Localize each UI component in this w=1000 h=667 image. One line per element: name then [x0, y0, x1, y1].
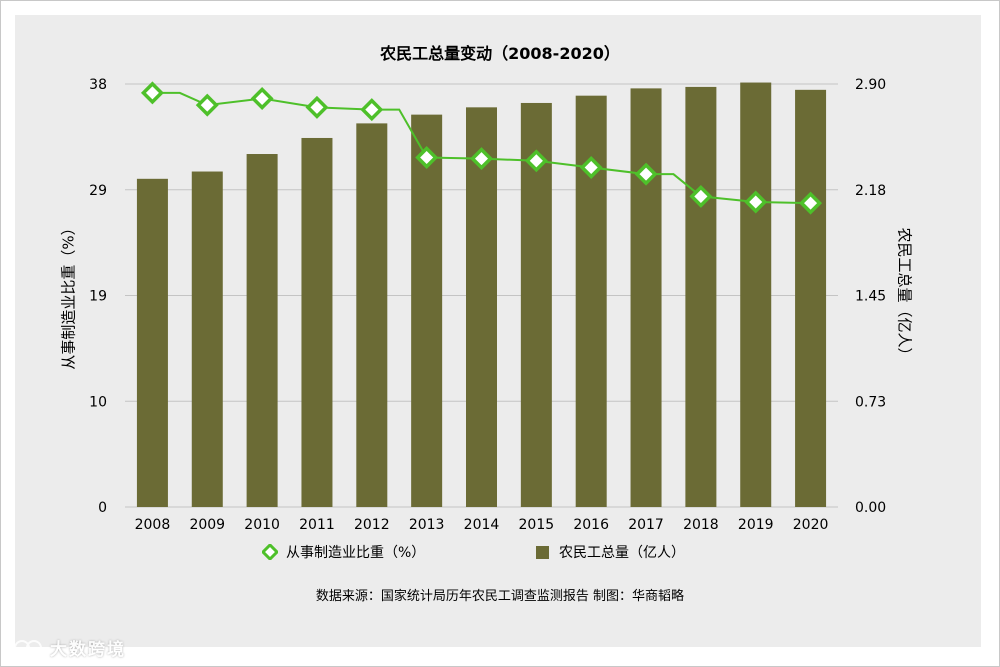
- bar: [685, 86, 717, 508]
- x-tick-label: 2013: [409, 517, 445, 533]
- line-point: [799, 191, 823, 215]
- x-tick-label: 2019: [738, 517, 774, 533]
- line-point: [195, 93, 219, 117]
- line-point: [634, 162, 658, 186]
- y-right-tick-label: 2.90: [855, 77, 886, 93]
- diamond-marker-icon: [262, 544, 278, 560]
- chart-title: 农民工总量变动（2008-2020）: [380, 44, 620, 63]
- source-note: 数据来源：国家统计局历年农民工调查监测报告 制图：华商韬略: [315, 589, 685, 604]
- watermark-logo-icon: [14, 639, 42, 656]
- x-tick-label: 2018: [683, 517, 719, 533]
- x-tick-label: 2011: [299, 517, 335, 533]
- x-tick-label: 2010: [244, 517, 280, 533]
- bar-swatch-icon: [536, 545, 549, 559]
- y-right-tick-label: 0.73: [855, 394, 886, 410]
- bar: [356, 123, 388, 508]
- x-tick-label: 2009: [189, 517, 225, 533]
- y-left-tick-label: 0: [98, 500, 107, 516]
- legend-bar-label: 农民工总量（亿人）: [559, 545, 685, 561]
- y-right-tick-label: 1.45: [855, 289, 886, 305]
- line-point: [744, 190, 768, 214]
- y-axis-right-label: 农民工总量（亿人）: [895, 227, 914, 363]
- watermark-text: 大数跨境: [50, 640, 126, 660]
- x-tick-label: 2020: [793, 517, 829, 533]
- y-axis-left-label: 从事制造业比重（%）: [59, 220, 78, 370]
- line-point: [305, 95, 329, 119]
- legend-item-bar: 农民工总量（亿人）: [536, 542, 685, 562]
- line-point: [689, 184, 713, 208]
- series-line: [152, 91, 811, 205]
- bar: [136, 178, 168, 507]
- bar: [740, 82, 772, 507]
- line-point: [415, 145, 439, 169]
- bar: [795, 89, 827, 508]
- line-point: [140, 81, 164, 105]
- x-tick-label: 2012: [354, 517, 390, 533]
- bar: [630, 88, 662, 508]
- y-right-tick-label: 0.00: [855, 500, 886, 516]
- line-point: [524, 149, 548, 173]
- y-left-tick-label: 29: [89, 183, 107, 199]
- x-tick-label: 2015: [519, 517, 555, 533]
- y-left-tick-label: 19: [89, 289, 107, 305]
- bar: [301, 137, 333, 507]
- bar: [246, 154, 278, 507]
- legend-item-line: 从事制造业比重（%）: [262, 542, 425, 562]
- line-point: [579, 156, 603, 179]
- line-point: [470, 147, 493, 171]
- y-left-tick-label: 38: [89, 77, 107, 93]
- line-point: [250, 86, 274, 110]
- x-tick-label: 2016: [573, 517, 609, 533]
- bar: [466, 107, 497, 508]
- watermark: 大数跨境: [12, 635, 126, 660]
- x-tick-label: 2014: [464, 517, 500, 533]
- y-left-tick-label: 10: [89, 394, 107, 410]
- x-tick-label: 2008: [135, 517, 171, 533]
- legend-line-label: 从事制造业比重（%）: [286, 545, 426, 561]
- bar: [411, 114, 443, 507]
- line-point: [360, 98, 384, 122]
- bar: [191, 171, 223, 507]
- x-tick-label: 2017: [628, 517, 664, 533]
- y-right-tick-label: 2.18: [855, 183, 886, 199]
